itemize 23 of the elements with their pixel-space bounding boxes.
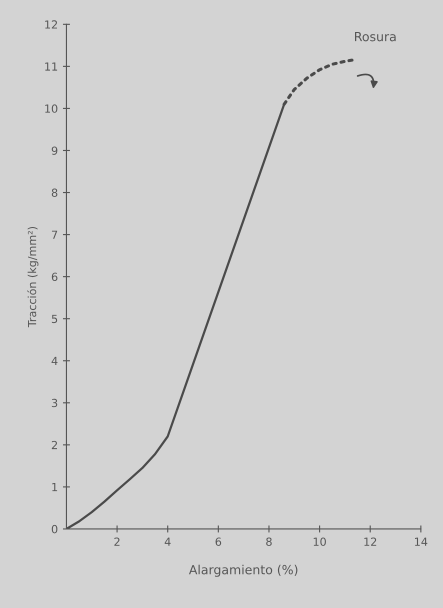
annotation: Rosura <box>355 32 396 42</box>
y-tick-label: 0 <box>52 524 58 534</box>
y-tick-label: 7 <box>52 230 58 239</box>
x-tick-label: 6 <box>216 537 222 546</box>
y-tick-label: 8 <box>52 188 58 197</box>
x-tick-label: 12 <box>364 537 376 546</box>
y-tick-label: 10 <box>45 104 58 113</box>
x-tick-label: 14 <box>415 538 428 546</box>
y-tick-label: 4 <box>52 356 58 365</box>
y-tick-label: 12 <box>45 20 58 29</box>
x-tick-label: 4 <box>164 538 171 546</box>
x-axis-title: Alargamiento (%) <box>188 564 298 577</box>
y-tick-label: 6 <box>52 272 58 282</box>
x-tick-label: 2 <box>114 537 120 546</box>
y-tick-label: 1 <box>52 483 58 492</box>
y-tick-label: 9 <box>52 146 58 155</box>
y-tick-label: 11 <box>45 62 58 71</box>
x-tick-label: 10 <box>314 537 326 546</box>
y-axis-title: Tracción (kg/mm²) <box>27 226 38 328</box>
y-tick-label: 2 <box>52 440 58 450</box>
x-tick-label: 8 <box>266 537 272 546</box>
y-tick-label: 3 <box>52 398 58 408</box>
y-tick-label: 5 <box>52 314 58 324</box>
